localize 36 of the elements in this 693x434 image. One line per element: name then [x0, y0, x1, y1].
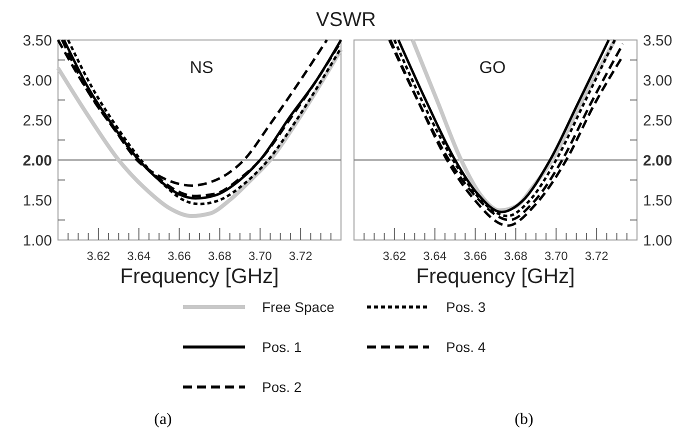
x-tick-label: 3.68 — [504, 249, 528, 263]
x-tick-label: 3.68 — [208, 249, 232, 263]
y-tick-label: 2.00 — [643, 152, 672, 170]
legend-label: Pos. 4 — [446, 338, 486, 355]
x-tick-label: 3.64 — [127, 249, 151, 263]
x-tick-label: 3.66 — [168, 249, 192, 263]
x-tick-label: 3.62 — [86, 249, 110, 263]
x-tick-label: 3.66 — [464, 249, 488, 263]
legend-label: Pos. 2 — [262, 378, 302, 395]
x-tick-label: 3.72 — [584, 249, 609, 263]
legend-label: Pos. 1 — [262, 338, 302, 355]
x-tick-label: 3.70 — [544, 249, 568, 263]
annotation: GO — [479, 58, 506, 77]
annotation: NS — [190, 58, 214, 77]
y-tick-label: 2.50 — [22, 112, 52, 130]
text: (b) — [514, 411, 534, 428]
legend-label: Pos. 3 — [446, 298, 486, 315]
y-tick-label: 3.50 — [643, 32, 672, 50]
chart-title: VSWR — [316, 9, 376, 31]
y-tick-label: 1.50 — [643, 192, 672, 210]
x-tick-label: 3.62 — [382, 249, 406, 263]
y-tick-label: 2.00 — [22, 152, 52, 170]
y-tick-label: 2.50 — [643, 112, 672, 130]
y-tick-label: 3.00 — [643, 72, 672, 90]
text: (a) — [154, 411, 172, 428]
y-tick-label: 3.50 — [22, 32, 52, 50]
x-axis-title: Frequency [GHz] — [120, 265, 279, 288]
x-tick-label: 3.64 — [423, 249, 447, 263]
y-tick-label: 1.50 — [22, 192, 52, 210]
y-tick-label: 1.00 — [643, 232, 672, 250]
legend-label: Free Space — [262, 298, 335, 315]
y-tick-label: 1.00 — [22, 232, 52, 250]
x-axis-title: Frequency [GHz] — [416, 265, 575, 288]
x-tick-label: 3.72 — [288, 249, 313, 263]
y-tick-label: 3.00 — [22, 72, 52, 90]
x-tick-label: 3.70 — [248, 249, 272, 263]
